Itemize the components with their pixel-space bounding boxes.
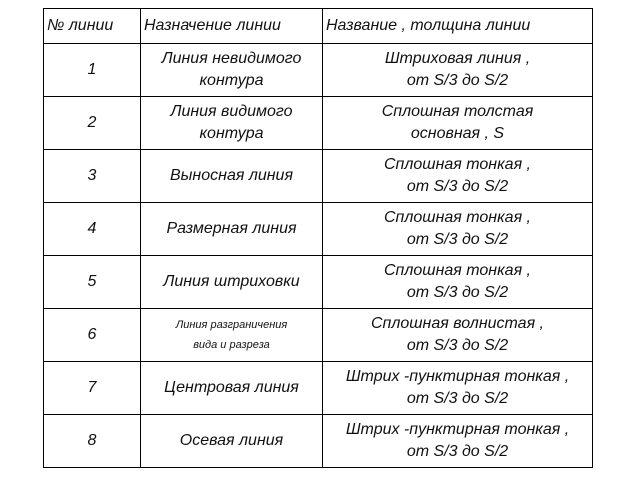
- cell-number: 2: [43, 96, 141, 150]
- cell-name: Штрих -пунктирная тонкая , от S/3 до S/2: [322, 414, 593, 468]
- cell-name: Штрих -пунктирная тонкая , от S/3 до S/2: [322, 361, 593, 415]
- table-row: 7 Центровая линия Штрих -пунктирная тонкая…: [43, 361, 593, 415]
- table-row: 4 Размерная линия Сплошная тонкая , от S/3…: [43, 202, 593, 256]
- cell-number: 4: [43, 202, 141, 256]
- cell-name: Штриховая линия , от S/3 до S/2: [322, 43, 593, 97]
- table-row: 8 Осевая линия Штрих -пунктирная тонкая , …: [43, 414, 593, 468]
- table-row: 5 Линия штриховки Сплошная тонкая , от S/3…: [43, 255, 593, 309]
- cell-name: Сплошная волнистая , от S/3 до S/2: [322, 308, 593, 362]
- line-types-table: № линии Назначение линии Название , толщ…: [43, 8, 593, 468]
- cell-name: Сплошная толстая основная , S: [322, 96, 593, 150]
- cell-purpose: Линия видимого контура: [140, 96, 323, 150]
- table-row: 3 Выносная линия Сплошная тонкая , от S/3 …: [43, 149, 593, 203]
- header-row: № линии Назначение линии Название , толщ…: [43, 8, 593, 44]
- header-purpose: Назначение линии: [140, 8, 323, 44]
- header-name: Название , толщина линии: [322, 8, 593, 44]
- table-row: 2 Линия видимого контура Сплошная толстая …: [43, 96, 593, 150]
- table-row: 6 Линия разграничения вида и разреза Сплош…: [43, 308, 593, 362]
- cell-purpose: Линия невидимого контура: [140, 43, 323, 97]
- cell-name: Сплошная тонкая , от S/3 до S/2: [322, 202, 593, 256]
- cell-number: 1: [43, 43, 141, 97]
- cell-name: Сплошная тонкая , от S/3 до S/2: [322, 149, 593, 203]
- cell-number: 8: [43, 414, 141, 468]
- cell-purpose: Центровая линия: [140, 361, 323, 415]
- cell-number: 3: [43, 149, 141, 203]
- cell-purpose: Размерная линия: [140, 202, 323, 256]
- cell-purpose: Линия штриховки: [140, 255, 323, 309]
- cell-number: 6: [43, 308, 141, 362]
- cell-number: 7: [43, 361, 141, 415]
- cell-purpose: Линия разграничения вида и разреза: [140, 308, 323, 362]
- header-number: № линии: [43, 8, 141, 44]
- table-row: 1 Линия невидимого контура Штриховая линия…: [43, 43, 593, 97]
- cell-purpose: Осевая линия: [140, 414, 323, 468]
- cell-number: 5: [43, 255, 141, 309]
- cell-name: Сплошная тонкая , от S/3 до S/2: [322, 255, 593, 309]
- cell-purpose: Выносная линия: [140, 149, 323, 203]
